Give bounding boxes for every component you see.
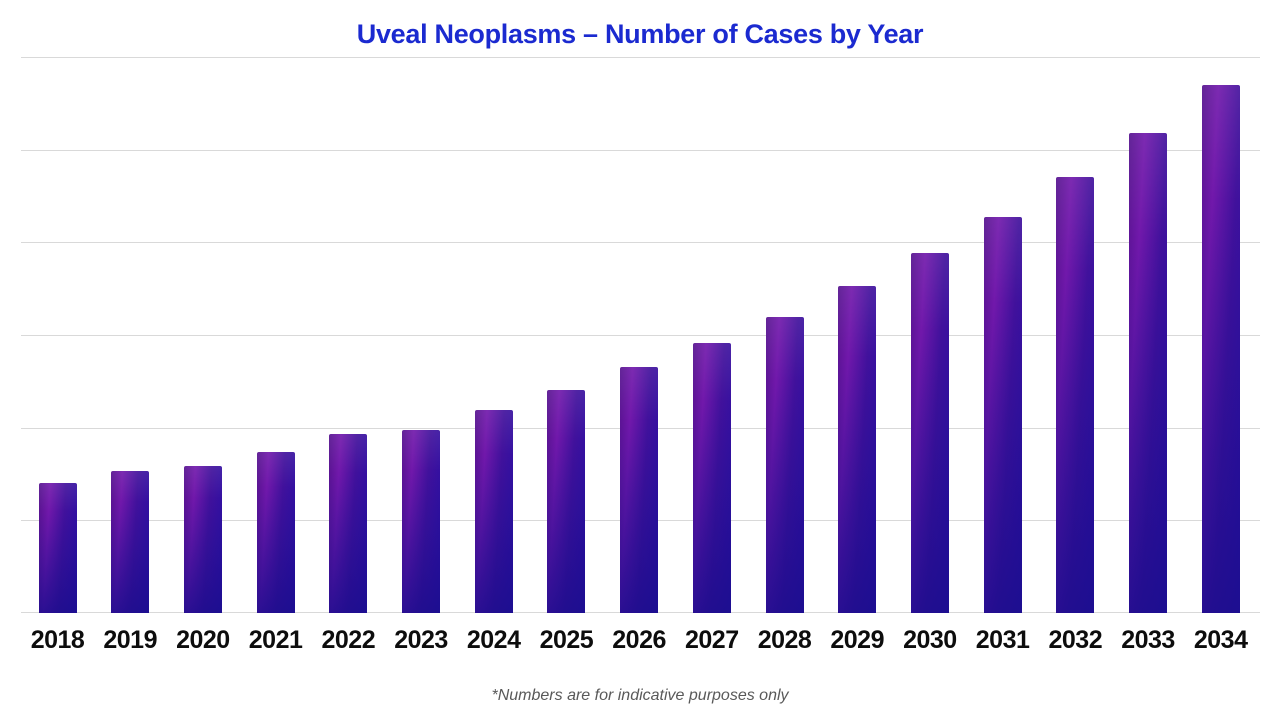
x-tick-label-2034: 2034	[1193, 626, 1248, 654]
bar-2031	[983, 217, 1022, 613]
bar-2019	[111, 471, 150, 613]
x-tick-label-2027: 2027	[684, 626, 739, 654]
x-tick-label-2031: 2031	[975, 626, 1030, 654]
footnote: *Numbers are for indicative purposes onl…	[491, 687, 789, 704]
bar-2028	[765, 317, 804, 613]
x-tick-label-2021: 2021	[248, 626, 303, 654]
x-tick-label-2025: 2025	[539, 626, 594, 654]
bar-2033	[1129, 133, 1167, 613]
bars-layer	[21, 57, 1260, 614]
x-axis-labels: 2018 2019 2020 2021 2022 2023 2024 2025 2026 2027…	[21, 626, 1260, 660]
x-tick-label-2026: 2026	[612, 626, 666, 654]
x-tick-label-2030: 2030	[903, 626, 957, 654]
x-tick-label-2023: 2023	[394, 626, 448, 654]
bar-2023	[402, 429, 440, 614]
x-tick-label-2033: 2033	[1121, 626, 1175, 654]
bar-2020	[183, 465, 222, 614]
plot-area	[21, 57, 1260, 614]
x-tick-label-2020: 2020	[176, 626, 230, 654]
bar-2027	[692, 343, 731, 613]
bar-2025	[547, 389, 586, 614]
x-tick-label-2022: 2022	[321, 626, 376, 654]
gridline	[21, 242, 1260, 244]
x-tick-label-2018: 2018	[30, 626, 85, 654]
gridline	[21, 57, 1260, 58]
x-tick-label-2029: 2029	[830, 626, 884, 654]
bar-2022	[329, 434, 368, 613]
x-tick-label-2019: 2019	[103, 626, 157, 654]
bar-2024	[474, 410, 513, 613]
bar-2021	[256, 451, 295, 614]
chart-title: Uveal Neoplasms – Number of Cases by Yea…	[356, 19, 924, 49]
bar-2030	[910, 253, 949, 613]
bar-2029	[838, 285, 877, 614]
gridline	[21, 335, 1260, 336]
x-tick-label-2024: 2024	[466, 626, 521, 654]
bar-2032	[1056, 177, 1095, 613]
x-tick-label-2028: 2028	[757, 626, 812, 654]
x-tick-label-2032: 2032	[1048, 626, 1103, 654]
bar-2018	[38, 483, 77, 613]
gridline	[21, 149, 1260, 151]
bar-2026	[620, 367, 659, 613]
bar-2034	[1201, 84, 1240, 614]
